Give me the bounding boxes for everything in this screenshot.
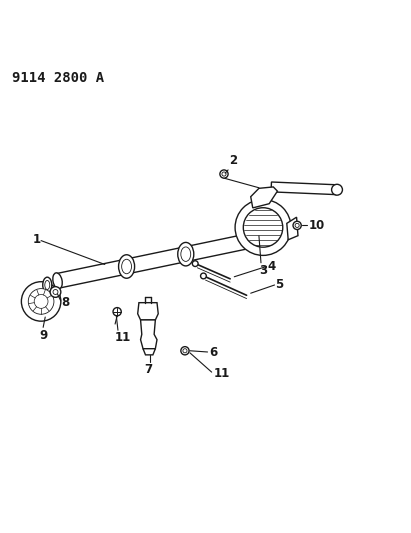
- Ellipse shape: [119, 255, 135, 278]
- Circle shape: [28, 288, 54, 314]
- Circle shape: [235, 199, 291, 255]
- Circle shape: [113, 308, 121, 316]
- Text: 5: 5: [275, 279, 284, 292]
- Circle shape: [192, 261, 198, 266]
- Text: 4: 4: [267, 260, 275, 273]
- Ellipse shape: [53, 273, 62, 289]
- Circle shape: [53, 289, 58, 294]
- Circle shape: [34, 295, 48, 308]
- Circle shape: [243, 208, 283, 247]
- Text: 10: 10: [309, 219, 325, 232]
- Circle shape: [201, 273, 206, 279]
- Ellipse shape: [178, 243, 194, 266]
- Text: 3: 3: [259, 264, 267, 277]
- Polygon shape: [271, 182, 337, 195]
- Ellipse shape: [45, 280, 50, 289]
- Text: 11: 11: [214, 367, 230, 380]
- Polygon shape: [251, 187, 277, 208]
- Ellipse shape: [43, 277, 52, 293]
- Circle shape: [293, 221, 301, 230]
- Polygon shape: [141, 320, 157, 349]
- Circle shape: [332, 184, 342, 195]
- Text: 8: 8: [62, 296, 70, 309]
- Text: 2: 2: [229, 154, 237, 167]
- Circle shape: [50, 287, 61, 297]
- Polygon shape: [287, 217, 298, 240]
- Circle shape: [222, 172, 226, 176]
- Text: 9: 9: [39, 328, 47, 342]
- Text: 9114 2800 A: 9114 2800 A: [12, 71, 104, 85]
- Text: 7: 7: [144, 363, 152, 376]
- Text: 6: 6: [210, 346, 218, 359]
- Ellipse shape: [122, 259, 132, 274]
- Circle shape: [220, 170, 228, 178]
- Circle shape: [295, 223, 299, 228]
- Text: 1: 1: [33, 233, 41, 246]
- Circle shape: [181, 346, 189, 355]
- Text: 11: 11: [115, 332, 132, 344]
- Circle shape: [183, 349, 187, 353]
- Polygon shape: [143, 349, 155, 355]
- Circle shape: [21, 282, 61, 321]
- Polygon shape: [56, 232, 256, 288]
- Polygon shape: [138, 303, 158, 320]
- Ellipse shape: [181, 247, 191, 261]
